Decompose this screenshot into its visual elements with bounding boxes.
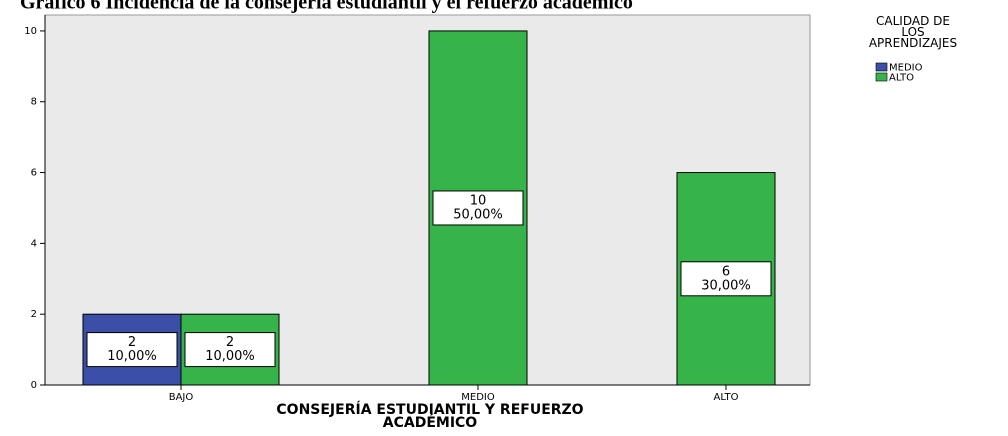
data-label: 2 [226, 335, 234, 350]
data-label-percent: 10,00% [107, 349, 157, 364]
y-tick-label: 4 [31, 238, 37, 249]
legend-title: CALIDAD DE LOS APRENDIZAJES [868, 14, 958, 50]
data-label-box [86, 332, 178, 368]
y-tick-label: 10 [24, 26, 37, 37]
y-tick-label: 0 [31, 380, 37, 391]
data-label: 2 [128, 335, 136, 350]
legend-swatch [875, 72, 888, 82]
data-label: 6 [722, 264, 730, 279]
data-label-box [432, 190, 524, 226]
legend-swatch [875, 62, 888, 72]
y-tick-label: 6 [31, 168, 37, 179]
x-tick-label: ALTO [713, 392, 738, 403]
x-tick-label: BAJO [169, 392, 194, 403]
x-tick-label: MEDIO [461, 392, 495, 403]
chart-title: Gráfico 6 Incidencia de la consejería es… [20, 0, 633, 14]
data-label-percent: 10,00% [205, 349, 255, 364]
y-tick-label: 8 [31, 97, 37, 108]
data-label-box [680, 261, 772, 297]
legend-label: MEDIO [889, 63, 923, 74]
data-label-percent: 50,00% [453, 207, 503, 222]
y-tick-label: 2 [31, 309, 37, 320]
data-label: 10 [470, 193, 487, 208]
x-axis-label: CONSEJERÍA ESTUDIANTIL Y REFUERZO ACADÉM… [276, 402, 584, 431]
data-label-box [184, 332, 276, 368]
legend-label: ALTO [889, 73, 914, 84]
data-label-percent: 30,00% [701, 278, 751, 293]
